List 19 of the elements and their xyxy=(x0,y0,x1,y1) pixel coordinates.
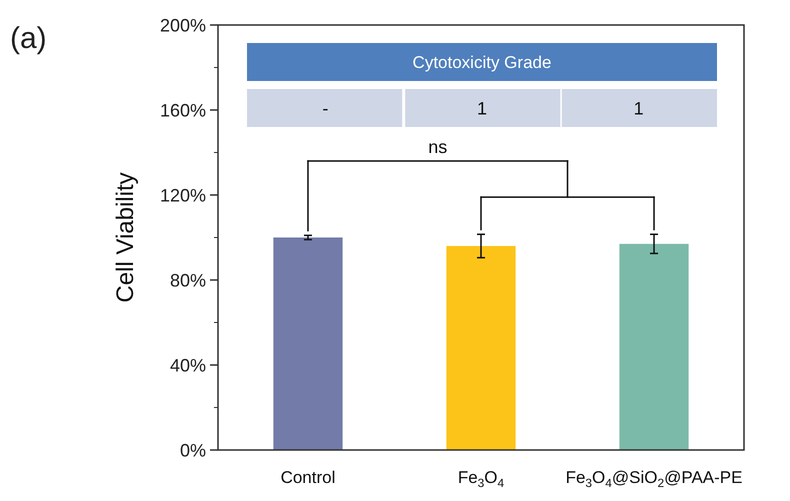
y-tick-label: 120% xyxy=(160,185,206,206)
y-tick-label: 160% xyxy=(160,100,206,120)
y-tick-label: 40% xyxy=(170,355,206,376)
annotation: Cytotoxicity Grade xyxy=(412,52,552,72)
text: (a) xyxy=(10,22,47,55)
annotation: - xyxy=(322,98,328,118)
annotation: 1 xyxy=(476,98,488,118)
bar xyxy=(273,238,343,450)
annotation: ns xyxy=(428,137,448,157)
x-tick-label: Control xyxy=(280,468,336,487)
x-tick-label: Fe$_{3}$O$_{4}$@SiO$_{2}$@PAA-PE xyxy=(566,468,742,490)
y-axis-title: Cell Viability xyxy=(112,172,139,303)
bar xyxy=(446,246,516,450)
annotation: 1 xyxy=(634,98,644,118)
y-tick-label: 80% xyxy=(170,270,206,290)
x-tick-label: Fe$_{3}$O$_{4}$ xyxy=(458,468,505,490)
y-tick-label: 200% xyxy=(160,15,206,36)
y-tick-label: 0% xyxy=(180,440,206,460)
bar xyxy=(619,244,689,450)
